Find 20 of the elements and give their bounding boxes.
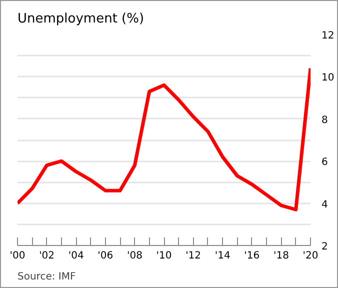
y-tick-label: 6 <box>322 157 328 168</box>
x-tick-label: '20 <box>302 250 318 262</box>
x-tick-label: '14 <box>214 250 230 262</box>
x-tick-label: '10 <box>156 250 172 262</box>
y-tick-label: 4 <box>322 199 328 210</box>
x-tick-label: '08 <box>126 250 142 262</box>
y-tick-label: 2 <box>322 242 328 252</box>
x-tick-label: '00 <box>10 250 26 262</box>
line-series <box>18 66 310 212</box>
x-tick-label: '04 <box>68 250 84 262</box>
x-tick-label: '02 <box>39 250 55 262</box>
y-tick-label: 12 <box>322 30 334 42</box>
x-tick-label: '16 <box>244 250 260 262</box>
y-tick-label: 8 <box>322 114 328 126</box>
x-tick-label: '06 <box>98 250 114 262</box>
source-note: Source: IMF <box>18 272 76 282</box>
y-tick-label: 10 <box>322 72 334 84</box>
chart-title: Unemployment (%) <box>18 12 144 26</box>
x-tick-label: '18 <box>273 250 289 262</box>
x-tick-label: '12 <box>186 250 202 262</box>
